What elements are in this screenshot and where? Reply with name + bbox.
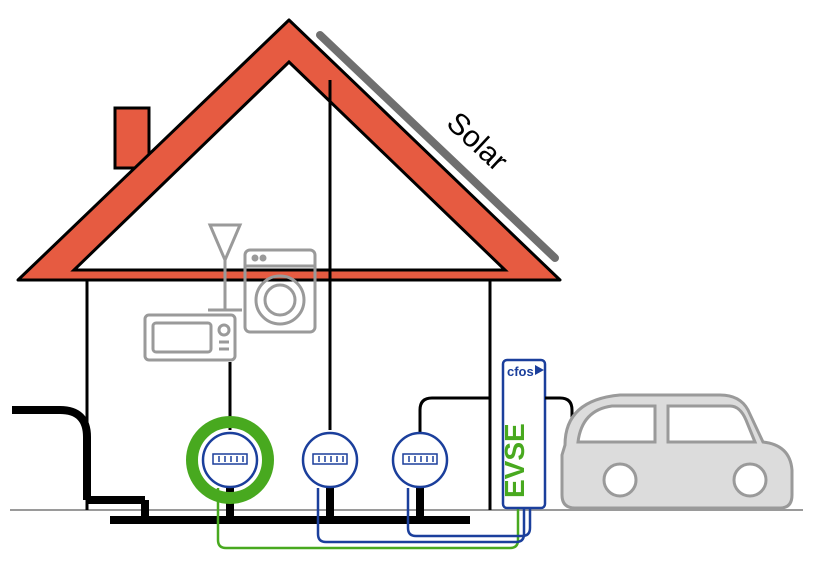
ev-car [562,395,792,508]
svg-text:EVSE: EVSE [499,423,530,498]
grid-feed-wire [12,410,87,500]
svg-text:cfos: cfos [507,364,534,379]
meter-solar [303,433,357,487]
solar-label: Solar [440,106,514,178]
meter-evse [393,433,447,487]
wire-evse-meter-to-evse [420,398,490,434]
energy-flow-diagram: Solar [0,0,813,584]
meter-house [203,433,257,487]
evse-station: cfos EVSE [499,360,545,508]
